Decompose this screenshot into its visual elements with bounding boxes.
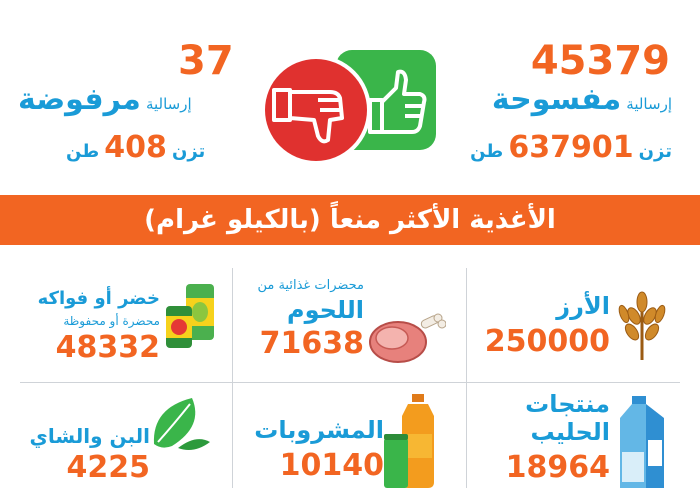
tea-leaf-icon bbox=[148, 394, 212, 454]
rejected-weight-unit: طن bbox=[66, 141, 100, 162]
meat-title: اللحوم bbox=[287, 296, 364, 324]
approved-label: إرسالية مفسوحة bbox=[492, 82, 672, 117]
rejected-weight: تزن 408 طن bbox=[66, 130, 205, 165]
item-coffee-tea: البن والشاي 4225 bbox=[10, 386, 230, 498]
approved-label-big: مفسوحة bbox=[491, 82, 622, 117]
rejected-weight-value: 408 bbox=[104, 130, 167, 165]
ham-icon bbox=[366, 310, 447, 368]
item-meat: محضرات غذائية من اللحوم 71638 bbox=[236, 270, 464, 380]
veg-subtitle: محضرة أو محفوظة bbox=[63, 314, 160, 328]
grid-divider-v1 bbox=[232, 268, 233, 488]
rejected-count: 37 bbox=[178, 38, 234, 84]
thumbs-icon bbox=[258, 48, 438, 166]
rejected-label-small: إرسالية bbox=[145, 95, 192, 113]
veg-value: 48332 bbox=[55, 330, 160, 365]
wheat-icon bbox=[614, 290, 670, 362]
item-dairy: منتجات الحليب 18964 bbox=[470, 386, 690, 498]
drinks-value: 10140 bbox=[279, 448, 384, 483]
approved-weight-unit: طن bbox=[470, 141, 504, 162]
rejected-label: إرسالية مرفوضة bbox=[18, 82, 192, 117]
approved-weight-prefix: تزن bbox=[638, 141, 672, 162]
approved-weight-value: 637901 bbox=[508, 130, 634, 165]
drinks-title: المشروبات bbox=[254, 416, 384, 444]
dairy-value: 18964 bbox=[505, 450, 610, 485]
section-banner: الأغذية الأكثر منعاً (بالكيلو غرام) bbox=[0, 195, 700, 245]
bottle-can-icon bbox=[384, 394, 444, 490]
coffee-value: 4225 bbox=[66, 450, 151, 485]
meat-subtitle: محضرات غذائية من bbox=[257, 278, 364, 293]
thumbs-down-bg bbox=[265, 59, 367, 161]
banner-title: الأغذية الأكثر منعاً (بالكيلو غرام) bbox=[144, 205, 556, 235]
item-vegetables: خضر أو فواكه محضرة أو محفوظة 48332 bbox=[10, 270, 230, 380]
item-rice: الأرز 250000 bbox=[470, 270, 690, 380]
grid-divider-v2 bbox=[466, 268, 467, 488]
dairy-title-2: الحليب bbox=[530, 418, 610, 446]
thumbs-svg bbox=[261, 50, 436, 165]
thumbs-down-icon bbox=[272, 88, 344, 144]
rice-value: 250000 bbox=[484, 324, 610, 359]
rejected-weight-prefix: تزن bbox=[171, 141, 206, 162]
meat-value: 71638 bbox=[259, 326, 364, 361]
cans-icon bbox=[164, 280, 216, 350]
approved-weight: تزن 637901 طن bbox=[470, 130, 672, 165]
rice-title: الأرز bbox=[556, 292, 610, 320]
grid-divider-h1 bbox=[20, 382, 680, 383]
item-drinks: المشروبات 10140 bbox=[236, 386, 464, 498]
veg-title: خضر أو فواكه bbox=[37, 288, 160, 309]
approved-label-small: إرسالية bbox=[626, 95, 672, 113]
coffee-title: البن والشاي bbox=[29, 424, 150, 448]
rejected-label-big: مرفوضة bbox=[18, 82, 141, 117]
dairy-title-1: منتجات bbox=[525, 390, 610, 418]
thumbs-up-icon bbox=[368, 69, 427, 134]
approved-count: 45379 bbox=[530, 38, 670, 84]
milk-carton-icon bbox=[614, 396, 674, 492]
